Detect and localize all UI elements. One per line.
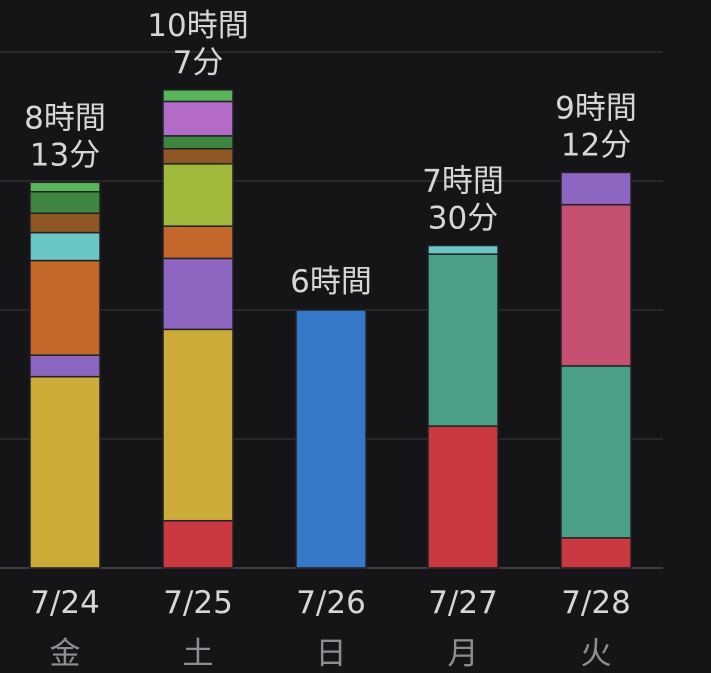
total-label-minutes: 7分 <box>173 45 224 81</box>
bar-segment[interactable] <box>162 163 234 227</box>
x-tick-date-label: 7/25 <box>163 585 233 621</box>
total-label-minutes: 30分 <box>428 201 498 237</box>
x-tick-date-label: 7/28 <box>561 585 631 621</box>
total-label-minutes: 13分 <box>30 137 100 173</box>
bar-segment[interactable] <box>560 537 632 569</box>
bar-7-26[interactable] <box>295 309 367 569</box>
bar-segment[interactable] <box>427 244 499 255</box>
x-tick-weekday-label: 火 <box>581 636 612 672</box>
bar-segment[interactable] <box>29 212 101 234</box>
bar-segment[interactable] <box>29 354 101 378</box>
total-label-hours: 7時間 <box>422 164 504 200</box>
bar-segment[interactable] <box>560 365 632 539</box>
bar-segment[interactable] <box>427 253 499 427</box>
bar-segment[interactable] <box>162 519 234 569</box>
x-tick-weekday-label: 金 <box>50 636 81 672</box>
bar-7-25[interactable] <box>162 89 234 569</box>
bar-segment[interactable] <box>162 225 234 260</box>
total-label-hours: 8時間 <box>24 100 106 136</box>
bar-segment[interactable] <box>560 171 632 206</box>
bar-7-27[interactable] <box>427 244 499 569</box>
x-tick-date-label: 7/27 <box>428 585 498 621</box>
total-label-hours: 9時間 <box>555 90 637 126</box>
bar-segment[interactable] <box>29 191 101 214</box>
bar-segment[interactable] <box>162 100 234 137</box>
x-tick-date-label: 7/26 <box>296 585 366 621</box>
bars-group <box>29 89 632 569</box>
x-tick-date-label: 7/24 <box>30 585 100 621</box>
bar-segment[interactable] <box>29 375 101 569</box>
total-label-minutes: 12分 <box>561 127 631 163</box>
bar-segment[interactable] <box>162 148 234 165</box>
x-tick-weekday-label: 月 <box>448 636 479 672</box>
x-tick-weekday-label: 日 <box>316 636 347 672</box>
bar-segment[interactable] <box>162 89 234 103</box>
bar-segment[interactable] <box>29 259 101 356</box>
bar-segment[interactable] <box>295 309 367 569</box>
bar-segment[interactable] <box>29 231 101 262</box>
bar-segment[interactable] <box>162 135 234 150</box>
bar-segment[interactable] <box>29 181 101 193</box>
total-label-hours: 6時間 <box>290 264 372 300</box>
bar-segment[interactable] <box>162 328 234 522</box>
bar-7-28[interactable] <box>560 171 632 569</box>
bar-segment[interactable] <box>427 425 499 569</box>
bar-segment[interactable] <box>162 257 234 331</box>
bar-segment[interactable] <box>560 203 632 367</box>
total-label-hours: 10時間 <box>147 8 248 44</box>
x-tick-weekday-label: 土 <box>183 636 214 672</box>
bar-7-24[interactable] <box>29 181 101 569</box>
